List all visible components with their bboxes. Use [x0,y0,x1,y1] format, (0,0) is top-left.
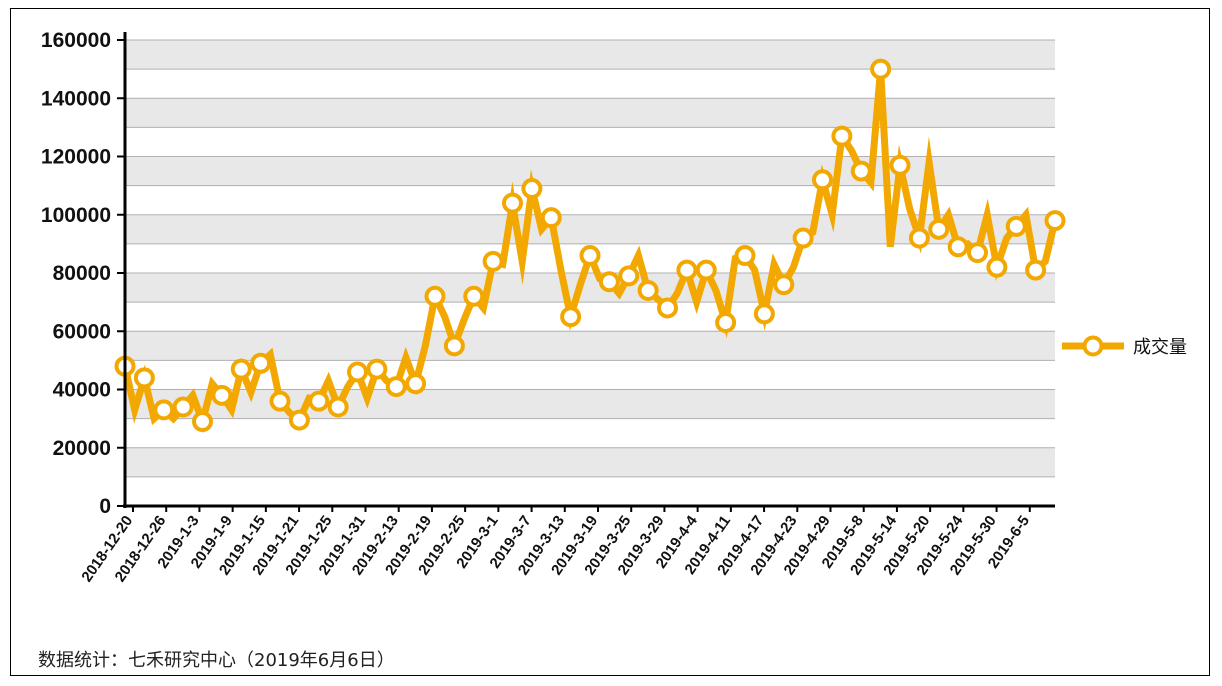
plot-band [125,273,1055,303]
data-point [347,361,368,383]
y-tick-label: 100000 [41,204,111,227]
data-point [850,160,872,182]
data-point [366,358,388,380]
data-point [540,207,562,229]
data-point [579,245,601,267]
data-point [308,390,330,412]
grid-lines [125,39,1055,478]
data-point [792,227,814,249]
data-point [947,236,969,258]
data-point [928,218,950,240]
data-point [773,274,795,296]
series-volume [114,58,1066,434]
data-point [831,125,853,147]
data-point [753,303,775,325]
data-point [598,271,620,293]
data-point [734,245,756,267]
y-tick-label: 0 [99,495,111,518]
data-point [908,227,930,249]
data-point [676,259,698,281]
data-point [1005,215,1027,237]
data-point [211,384,233,406]
data-point [695,259,717,281]
data-point [618,265,640,287]
data-point [327,396,349,418]
data-point [1044,210,1066,232]
data-point [715,312,737,334]
legend-label: 成交量 [1133,337,1187,358]
data-point [172,396,194,418]
y-tick-label: 160000 [41,29,111,52]
data-point [637,279,659,301]
data-point [1025,259,1047,281]
axes [123,32,1055,508]
data-point [560,306,582,328]
data-point [192,411,213,433]
data-point [986,256,1008,278]
y-tick-label: 80000 [53,262,111,285]
source-note: 数据统计：七禾研究中心（2019年6月6日） [38,650,395,671]
y-tick-label: 20000 [53,437,111,460]
data-point [967,242,988,264]
data-point [657,297,678,319]
data-point [482,250,504,272]
data-point [385,376,407,398]
y-tick-label: 40000 [53,379,111,402]
y-axis-ticks: 0 20000 40000 60000 80000 100000 120000 140000 1… [41,29,125,518]
data-point [230,358,252,380]
plot-band [125,389,1055,419]
y-tick-label: 140000 [41,87,111,110]
data-point [443,335,465,357]
data-point [288,409,310,431]
data-point [405,373,427,395]
legend-swatch-marker [1082,335,1104,357]
data-point [153,399,175,421]
data-point [889,154,911,176]
plot-band [125,98,1055,128]
plot-band [125,447,1055,477]
legend: 成交量 [1062,335,1187,358]
data-point [133,367,155,389]
plot-band [125,156,1055,186]
data-point [521,178,543,200]
plot-band [125,331,1055,361]
data-point [424,285,446,307]
data-point [463,285,485,307]
data-point [812,169,833,191]
plot-band [125,214,1055,244]
data-point [269,390,291,412]
x-axis-ticks: 2018-12-202018-12-262019-1-32019-1-92019… [78,506,1033,585]
data-point [870,58,892,80]
plot-band [125,40,1055,70]
data-point [502,192,523,214]
data-point [250,352,272,374]
y-tick-label: 60000 [53,320,111,343]
y-tick-label: 120000 [41,146,111,169]
